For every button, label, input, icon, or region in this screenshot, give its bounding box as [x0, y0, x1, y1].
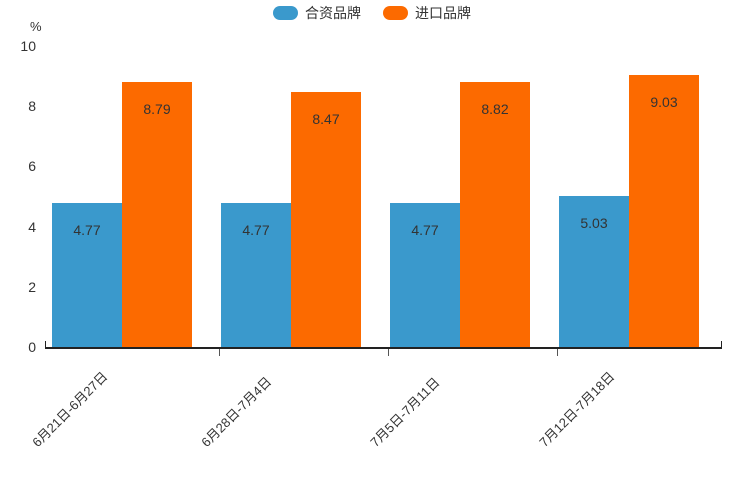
- x-axis-category-label: 7月5日-7月11日: [367, 374, 443, 450]
- x-axis-line: [45, 347, 722, 349]
- y-axis-tick-label: 4: [28, 218, 36, 235]
- y-axis-tick-label: 10: [20, 38, 36, 54]
- y-axis-tick-label: 8: [28, 98, 36, 115]
- legend-item-0[interactable]: 合资品牌: [273, 6, 361, 20]
- x-axis-category-label: 6月28日-7月4日: [198, 373, 275, 450]
- bar-value-label: 4.77: [242, 222, 270, 239]
- bar-import-0[interactable]: 8.79: [122, 82, 192, 347]
- bar-value-label: 4.77: [411, 222, 439, 239]
- x-axis-category-label: 6月21日-6月27日: [29, 368, 111, 450]
- bar-value-label: 9.03: [650, 94, 678, 111]
- y-axis-tick-label: 6: [28, 158, 36, 175]
- x-axis-category-label: 7月12日-7月18日: [536, 368, 618, 450]
- y-axis-tick-label: 2: [28, 278, 36, 295]
- chart-legend: 合资品牌 进口品牌: [0, 6, 744, 20]
- bar-joint-venture-1[interactable]: 4.77: [221, 203, 291, 347]
- bar-joint-venture-0[interactable]: 4.77: [52, 203, 122, 347]
- bar-joint-venture-3[interactable]: 5.03: [559, 195, 629, 347]
- bar-value-label: 8.82: [481, 100, 509, 117]
- bar-value-label: 4.77: [73, 222, 101, 239]
- x-axis-tick: [219, 349, 220, 356]
- bar-import-2[interactable]: 8.82: [460, 81, 530, 347]
- bar-value-label: 5.03: [580, 214, 608, 231]
- x-axis-tick: [557, 349, 558, 356]
- legend-item-1[interactable]: 进口品牌: [383, 6, 471, 20]
- axis-end-cap: [721, 341, 722, 348]
- legend-item-label: 进口品牌: [415, 5, 471, 21]
- y-axis-tick-label: 0: [28, 339, 36, 355]
- bar-value-label: 8.47: [312, 111, 340, 128]
- legend-swatch-icon: [383, 6, 408, 20]
- plot-area: 4.77 8.79 4.77 8.47 4.77 8.82 5.03 9.03: [45, 46, 722, 347]
- bar-value-label: 8.79: [143, 101, 171, 118]
- x-axis-tick: [388, 349, 389, 356]
- legend-swatch-icon: [273, 6, 298, 20]
- bar-import-3[interactable]: 9.03: [629, 75, 699, 347]
- y-axis-unit-label: %: [30, 19, 42, 34]
- axis-end-cap: [45, 341, 46, 348]
- legend-item-label: 合资品牌: [305, 5, 361, 21]
- bar-import-1[interactable]: 8.47: [291, 92, 361, 347]
- bar-joint-venture-2[interactable]: 4.77: [390, 203, 460, 347]
